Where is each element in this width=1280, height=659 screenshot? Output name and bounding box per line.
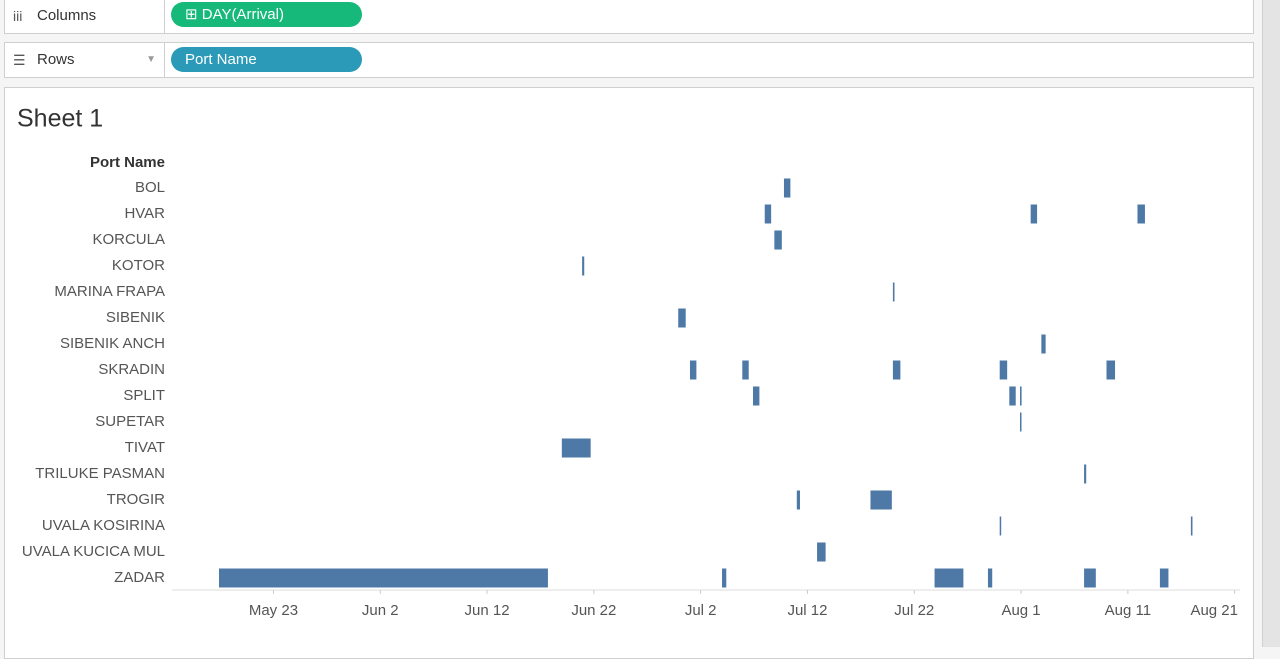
- gantt-bar: [218, 568, 548, 588]
- x-tick-label: Jul 22: [894, 602, 934, 619]
- gantt-bar: [870, 490, 892, 510]
- pill-text: DAY(Arrival): [201, 6, 284, 23]
- x-tick-label: Jun 12: [465, 602, 510, 619]
- gantt-bar: [774, 230, 782, 250]
- gantt-bar: [783, 178, 791, 198]
- gantt-bar: [678, 308, 686, 328]
- gantt-bar: [892, 282, 895, 302]
- gantt-bar: [1084, 568, 1096, 588]
- gantt-bar: [817, 542, 826, 562]
- gantt-bar: [1009, 386, 1016, 406]
- gantt-bar: [1084, 464, 1087, 484]
- gantt-bar: [742, 360, 749, 380]
- columns-pill[interactable]: ⊞ DAY(Arrival): [171, 2, 362, 27]
- columns-icon: iii: [13, 8, 23, 24]
- gantt-bar: [1041, 334, 1046, 354]
- gantt-bar: [1190, 516, 1193, 536]
- x-tick-label: Jul 2: [685, 602, 717, 619]
- gantt-bar: [999, 360, 1008, 380]
- x-tick-label: Jun 2: [362, 602, 399, 619]
- row-label: SIBENIK ANCH: [60, 335, 165, 352]
- chart-title: Sheet 1: [17, 105, 103, 133]
- sheet-panel: [4, 87, 1254, 659]
- columns-shelf: iii Columns ⊞ DAY(Arrival): [4, 0, 1254, 34]
- row-label: BOL: [135, 179, 165, 196]
- row-label: SIBENIK: [106, 309, 165, 326]
- rows-pill[interactable]: Port Name: [171, 47, 362, 72]
- gantt-bar: [892, 360, 901, 380]
- shelf-label: ☰ Rows ▼: [5, 43, 165, 77]
- gantt-bar: [1019, 386, 1022, 406]
- rows-shelf: ☰ Rows ▼ Port Name: [4, 42, 1254, 78]
- gantt-bar: [934, 568, 964, 588]
- x-tick-label: Aug 1: [1001, 602, 1040, 619]
- gantt-bar: [796, 490, 800, 510]
- gantt-bar: [582, 256, 585, 276]
- x-tick-label: May 23: [249, 602, 298, 619]
- row-label: TROGIR: [107, 491, 165, 508]
- row-label: HVAR: [124, 205, 165, 222]
- x-tick-label: Aug 11: [1105, 602, 1151, 619]
- gantt-bar: [1019, 412, 1022, 432]
- gantt-bar: [1137, 204, 1145, 224]
- row-label: TIVAT: [125, 439, 165, 456]
- chart: Sheet 1 Port Name May 23 Jun 2 Jun 12 Jun 2…: [17, 105, 1240, 619]
- gantt-bar: [1106, 360, 1116, 380]
- row-label: KOTOR: [112, 257, 165, 274]
- gantt-bar: [999, 516, 1002, 536]
- gantt-bar: [561, 438, 591, 458]
- pill-text: Port Name: [185, 51, 257, 68]
- gantt-bar: [1030, 204, 1038, 224]
- rows-label: Rows: [37, 51, 75, 68]
- gantt-bar: [764, 204, 772, 224]
- row-label: SKRADIN: [98, 361, 165, 378]
- row-label: UVALA KOSIRINA: [42, 517, 165, 534]
- x-tick-label: Aug 21: [1190, 602, 1238, 619]
- columns-label: Columns: [37, 7, 97, 24]
- row-label: SPLIT: [123, 387, 165, 404]
- gantt-bar: [987, 568, 993, 588]
- row-label: MARINA FRAPA: [54, 283, 165, 300]
- dropdown-arrow[interactable]: ▼: [146, 54, 156, 65]
- gantt-bar: [1159, 568, 1169, 588]
- rows-icon: ☰: [13, 52, 26, 68]
- row-label: KORCULA: [92, 231, 165, 248]
- shelf-label: iii Columns: [5, 0, 165, 33]
- scrollbar[interactable]: [1262, 0, 1280, 647]
- x-tick-label: Jul 12: [787, 602, 827, 619]
- gantt-bar: [752, 386, 760, 406]
- row-label: ZADAR: [114, 569, 165, 586]
- x-tick-label: Jun 22: [571, 602, 616, 619]
- row-label: SUPETAR: [95, 413, 165, 430]
- row-label: TRILUKE PASMAN: [35, 465, 165, 482]
- row-label: UVALA KUCICA MUL: [22, 543, 165, 560]
- gantt-bar: [689, 360, 697, 380]
- row-header: Port Name: [90, 154, 165, 171]
- gantt-bar: [722, 568, 727, 588]
